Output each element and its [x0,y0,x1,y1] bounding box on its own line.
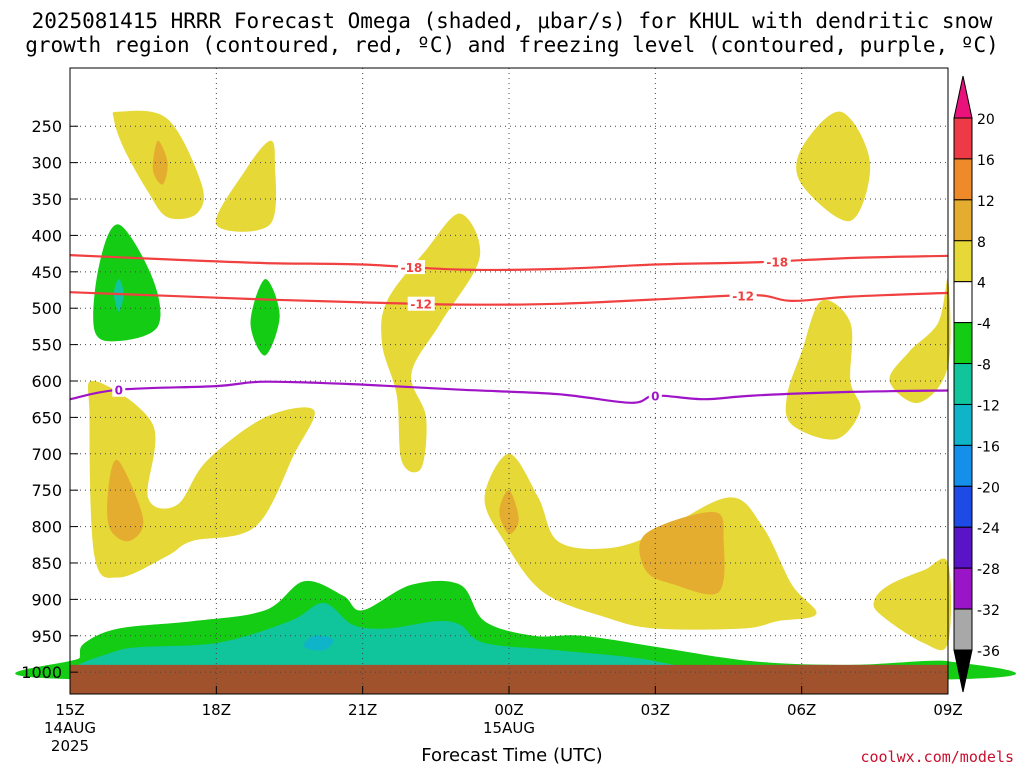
y-tick-label: 850 [31,554,62,573]
omega-region-7 [87,380,315,578]
y-tick-label: 400 [31,226,62,245]
colorbar-label: 8 [977,235,986,251]
x-tick-label: 06Z [787,701,816,719]
y-tick-label: 700 [31,445,62,464]
credit-text: coolwx.com/models [860,748,1014,766]
y-tick-label: 950 [31,627,62,646]
colorbar-bottom-arrow [953,649,973,693]
contour-layer: -18 -18 -12 -12 0 0 [69,254,949,404]
colorbar-label: 16 [977,153,995,169]
contour-label: -18 [766,255,788,269]
colorbar-swatch [953,158,973,201]
y-tick-label: 350 [31,190,62,209]
colorbar-label: -24 [977,521,1000,537]
colorbar-label: 20 [977,112,995,128]
colorbar-label: -4 [977,317,991,333]
omega-region-8 [107,459,144,542]
colorbar-swatch [953,117,973,160]
x-tick-label: 09Z [933,701,962,719]
colorbar-label: -20 [977,480,1000,496]
colorbar-swatch [953,485,973,528]
y-tick-label: 500 [31,299,62,318]
x-axis-label: Forecast Time (UTC) [421,745,603,766]
omega-region-13 [639,511,725,595]
colorbar-swatch [953,444,973,487]
y-tick-label: 800 [31,518,62,537]
chart-title-line2: growth region (contoured, red, ºC) and f… [25,33,999,57]
omega-region-17 [73,602,718,683]
omega-region-2 [215,140,277,232]
x-tick-label: 18Z [202,701,231,719]
contour-label: -12 [732,290,754,304]
omega-region-11 [889,278,951,404]
contour-label: 0 [115,384,123,398]
colorbar-label: -12 [977,398,1000,414]
contour-label-bg [763,254,791,269]
contour-label: 0 [651,390,659,404]
x-tick-label: 15Z [55,701,84,719]
x-tick-label: 21Z [348,701,377,719]
colorbar-label: -16 [977,439,1000,455]
omega-region-9 [796,111,871,222]
contour-label-bg [648,388,662,403]
colorbar-top-arrow [953,75,973,119]
y-tick-label: 650 [31,408,62,427]
colorbar-swatch [953,567,973,610]
colorbar-label: -36 [977,644,1000,660]
contour-label: -12 [410,298,432,312]
omega-shading-layer [15,110,1017,683]
x-tick-label: 03Z [641,701,670,719]
colorbar-label: -32 [977,603,1000,619]
colorbar-label: 4 [977,276,986,292]
omega-region-3 [93,224,161,342]
colorbar-swatch [953,281,973,324]
omega-region-15 [873,558,952,651]
contour-label-bg [112,382,126,397]
omega-region-10 [785,299,861,440]
omega-region-6 [381,213,481,473]
colorbar-swatch [953,526,973,569]
contour-label: -18 [401,261,423,275]
colorbar-swatch [953,403,973,446]
contour-label-bg [729,288,757,303]
y-tick-label: 600 [31,372,62,391]
colorbar-swatch [953,608,973,651]
omega-region-4 [113,279,124,312]
y-axis: 250 300 350 400 450 500 550 600 650 700 750 800 850 9… [21,117,78,682]
contour-freezing_0 [69,380,949,404]
colorbar-swatch [953,363,973,405]
omega-region-14 [499,490,519,535]
chart-title-line1: 2025081415 HRRR Forecast Omega (shaded, … [31,9,993,33]
y-tick-label: 1000 [21,663,62,682]
x-tick-year: 2025 [51,737,89,755]
colorbar-swatch [953,240,973,283]
omega-region-18 [303,635,334,651]
colorbar-swatch [953,199,973,242]
contour-label-bg [407,296,435,311]
y-tick-label: 900 [31,590,62,609]
y-tick-label: 450 [31,263,62,282]
omega-region-5 [250,279,280,356]
contour-dgz_minus12 [69,291,949,306]
x-tick-label: 00Z [494,701,523,719]
x-tick-date: 14AUG [44,719,96,737]
colorbar-swatch [953,322,973,365]
y-tick-label: 750 [31,481,62,500]
colorbar: 20 16 12 8 4 -4 -8 -12 -16 -20 -24 -28 -32 -36 [953,75,1000,693]
colorbar-label: -28 [977,562,1000,578]
y-tick-label: 550 [31,336,62,355]
y-tick-label: 250 [31,117,62,136]
contour-dgz_minus18 [69,254,949,272]
x-tick-date: 15AUG [483,719,535,737]
colorbar-label: -8 [977,358,991,374]
contour-label-bg [397,260,425,275]
colorbar-label: 12 [977,194,995,210]
y-tick-label: 300 [31,154,62,173]
